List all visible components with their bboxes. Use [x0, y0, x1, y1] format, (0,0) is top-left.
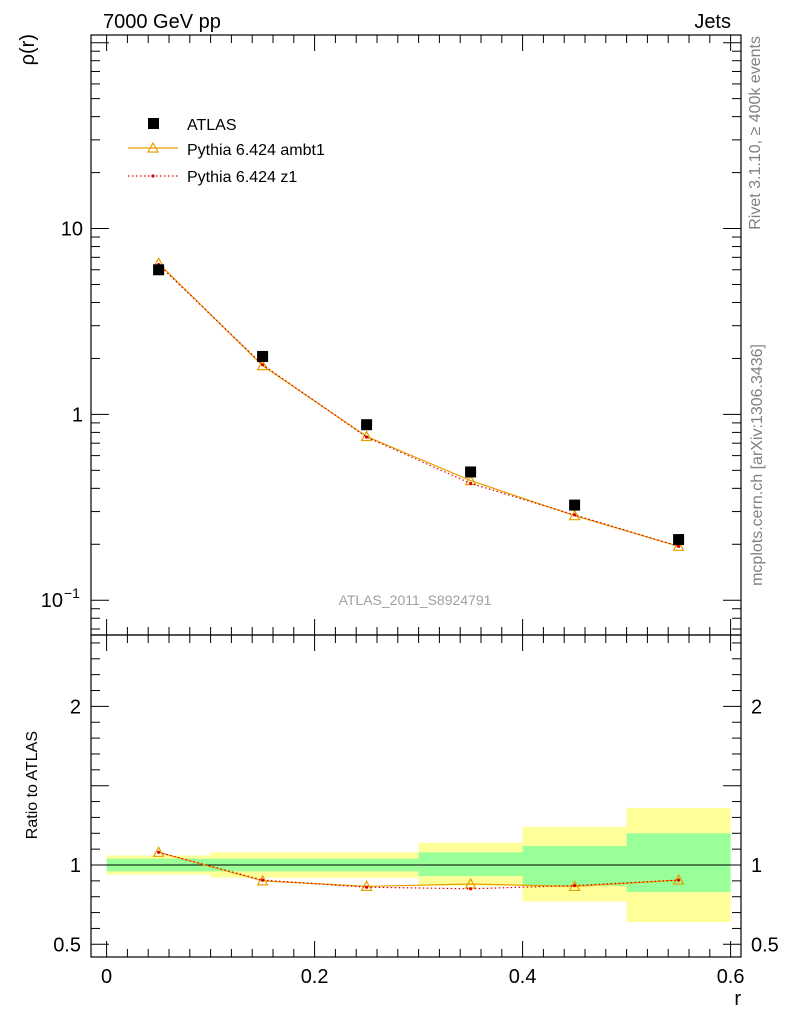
main-atlas-point-4 [569, 499, 581, 511]
main-atlas-point-1 [257, 350, 269, 362]
main-ambt1-point-1 [256, 359, 269, 371]
main-atlas-point-2 [361, 419, 373, 431]
ratio-y-tick-label-left: 2 [70, 696, 81, 718]
y-axis-label-ratio: Ratio to ATLAS [24, 731, 41, 839]
ratio-y-tick-label-right: 2 [751, 696, 762, 718]
ratio-z1-point-2 [365, 885, 369, 889]
main-atlas-point-5 [673, 534, 685, 546]
ratio-ambt1-point-0 [152, 846, 165, 857]
x-tick-label: 0 [101, 966, 112, 988]
band-stat-4 [522, 845, 627, 886]
ratio-ambt1-line [158, 851, 679, 888]
plot-frames [90, 34, 742, 958]
main-ambt1-point-5 [672, 540, 685, 551]
ratio-z1-point-1 [261, 878, 265, 882]
x-tick-label: 0.6 [717, 966, 745, 988]
band-stat-3 [418, 852, 523, 877]
ratio-y-tick-label-right: 1 [751, 855, 762, 877]
frame-ratio [90, 634, 742, 958]
watermark: ATLAS_2011_S8924791 [339, 592, 492, 608]
legend-atlas-marker [148, 118, 159, 129]
ratio-z1-point-0 [157, 850, 161, 854]
main-z1-point-2 [365, 435, 369, 439]
ratio-z1-point-5 [677, 878, 681, 882]
main-atlas-point-3 [465, 466, 477, 478]
legend-ambt1-marker [146, 141, 160, 153]
main-ambt1-line [158, 262, 679, 547]
uncertainty-bands [91, 807, 741, 923]
legend: ATLAS Pythia 6.424 ambt1 Pythia 6.424 z1 [128, 117, 325, 186]
header-process: Jets [694, 11, 731, 33]
y-tick-label: 1 [72, 404, 83, 426]
rivet-version: Rivet 3.1.10, ≥ 400k events [747, 36, 764, 230]
main-z1-point-4 [573, 513, 577, 517]
mcplots-credit: mcplots.cern.ch [arXiv:1306.3436] [749, 344, 766, 586]
data-series [152, 257, 685, 892]
header-energy: 7000 GeV pp [103, 11, 221, 33]
x-tick-label: 0.2 [301, 966, 329, 988]
legend-z1-marker [151, 174, 155, 178]
ratio-z1-point-3 [469, 887, 473, 891]
ratio-ambt1-point-1 [256, 874, 269, 886]
y-tick-label-exponent: −1 [64, 585, 80, 601]
x-axis-label: r [734, 988, 741, 1010]
ratio-y-tick-label-left: 0.5 [53, 934, 81, 956]
ratio-y-tick-label-right: 0.5 [751, 934, 779, 956]
main-z1-point-5 [677, 544, 681, 548]
ratio-ambt1-point-5 [672, 873, 685, 885]
main-z1-point-1 [261, 363, 265, 367]
y-tick-label: 10 [61, 219, 83, 241]
legend-atlas-label: ATLAS [187, 117, 237, 134]
ratio-z1-point-4 [573, 884, 577, 888]
main-atlas-point-0 [153, 264, 165, 276]
legend-z1-label: Pythia 6.424 z1 [187, 169, 297, 186]
ratio-y-tick-label-left: 1 [70, 855, 81, 877]
y-axis-label-top: ρ(r) [17, 34, 39, 65]
main-z1-point-3 [469, 481, 473, 486]
band-stat-5 [626, 833, 731, 892]
main-z1-line [158, 264, 679, 547]
legend-ambt1-label: Pythia 6.424 ambt1 [187, 142, 325, 159]
ratio-z1-line [158, 851, 679, 890]
x-tick-label: 0.4 [509, 966, 537, 988]
ratio-ambt1-point-2 [360, 880, 373, 892]
y-tick-label: 10 [41, 590, 63, 612]
